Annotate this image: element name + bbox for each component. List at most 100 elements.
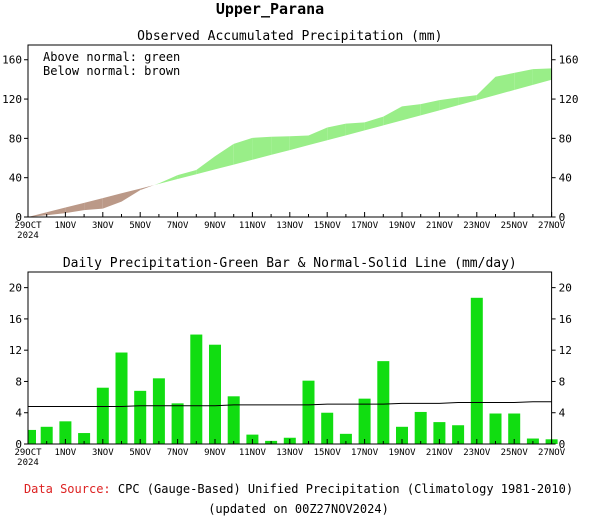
daily-bar <box>115 352 128 444</box>
above-normal-area <box>383 106 402 126</box>
daily-bar <box>358 398 371 444</box>
daily-xtick-label: 15NOV <box>314 448 342 458</box>
above-normal-area <box>402 104 421 121</box>
above-normal-area <box>532 68 552 85</box>
daily-xtick-label: 7NOV <box>167 448 189 458</box>
daily-bar <box>59 421 72 444</box>
above-normal-area <box>271 136 290 155</box>
above-normal-area <box>215 143 234 170</box>
data-source-text: CPC (Gauge-Based) Unified Precipitation … <box>117 482 574 496</box>
accum-chart-title: Observed Accumulated Precipitation (mm) <box>137 29 442 44</box>
daily-xtick-label: 21NOV <box>426 448 454 458</box>
data-source-line: Data Source: CPC (Gauge-Based) Unified P… <box>0 482 597 496</box>
daily-ytick-label-right: 12 <box>559 344 572 357</box>
daily-bar <box>339 433 352 444</box>
daily-xtick-label: 9NOV <box>204 448 226 458</box>
daily-xtick-label: 29OCT <box>14 448 42 458</box>
above-normal-area <box>196 156 215 175</box>
daily-xtick-label: 11NOV <box>239 448 267 458</box>
above-normal-area <box>154 183 159 186</box>
daily-xtick-label: 13NOV <box>276 448 304 458</box>
data-source-label: Data Source: <box>23 482 111 496</box>
daily-bar <box>78 433 91 444</box>
daily-ytick-label-right: 8 <box>559 375 566 388</box>
daily-ytick-label-left: 0 <box>15 438 22 451</box>
accum-ytick-label-left: 40 <box>9 172 22 185</box>
below-normal-area <box>28 212 47 217</box>
accum-xtick-label: 7NOV <box>167 221 189 231</box>
accum-xtick-label: 3NOV <box>92 221 114 231</box>
accum-xtick-label: 17NOV <box>351 221 379 231</box>
accum-xtick-label: 23NOV <box>463 221 491 231</box>
below-normal-area <box>102 193 122 209</box>
daily-bar <box>489 413 502 444</box>
daily-xtick-label: 19NOV <box>388 448 416 458</box>
daily-ytick-label-left: 16 <box>9 313 22 326</box>
daily-bar <box>414 411 427 444</box>
accum-xtick-label: 5NOV <box>129 221 151 231</box>
daily-bar <box>96 387 109 444</box>
daily-bar <box>134 390 147 444</box>
accum-ytick-label-left: 0 <box>15 211 22 224</box>
daily-xtick-label: 27NOV <box>538 448 566 458</box>
accum-xtick-year: 2024 <box>17 231 39 241</box>
accumulated-precipitation-chart: 0 0 40 40 80 80 120 120 160 160 29OCT 1NOV 3NOV 5NOV 7… <box>2 29 578 241</box>
daily-bar <box>452 425 465 444</box>
daily-bar <box>190 334 203 444</box>
daily-bar <box>227 396 240 444</box>
daily-ytick-label-left: 20 <box>9 282 22 295</box>
daily-bar <box>377 361 390 444</box>
accum-ytick-label-right: 0 <box>559 211 566 224</box>
daily-ytick-label-left: 8 <box>15 375 22 388</box>
daily-xtick-label: 17NOV <box>351 448 379 458</box>
daily-bar <box>396 426 408 444</box>
daily-bar <box>152 378 165 444</box>
legend-line: Below normal: brown <box>43 64 180 78</box>
accum-ytick-label-left: 80 <box>9 132 22 145</box>
legend-line: Above normal: green <box>43 50 180 64</box>
daily-bar <box>40 426 53 444</box>
daily-bar <box>28 429 36 444</box>
daily-ytick-label-right: 20 <box>559 282 572 295</box>
daily-bar <box>433 422 446 444</box>
above-normal-area <box>495 72 515 96</box>
accum-xtick-label: 21NOV <box>426 221 454 231</box>
above-normal-area <box>420 100 440 116</box>
above-normal-area <box>158 175 178 184</box>
below-normal-area <box>140 185 155 191</box>
daily-ytick-label-left: 4 <box>15 407 22 420</box>
daily-bar <box>171 403 184 444</box>
accum-ytick-label-right: 160 <box>559 54 579 67</box>
daily-xtick-year: 2024 <box>17 458 39 468</box>
above-normal-area <box>308 127 328 146</box>
accum-xtick-label: 9NOV <box>204 221 226 231</box>
daily-bar <box>302 380 315 444</box>
above-normal-area <box>476 76 496 101</box>
region-title: Upper_Parana <box>216 0 324 18</box>
daily-xtick-label: 1NOV <box>55 448 77 458</box>
above-normal-area <box>364 116 384 131</box>
daily-xtick-label: 23NOV <box>463 448 491 458</box>
accum-xtick-label: 13NOV <box>276 221 304 231</box>
below-normal-area <box>121 188 141 202</box>
below-normal-area <box>65 202 85 214</box>
accum-ytick-label-right: 40 <box>559 172 572 185</box>
accum-xtick-label: 27NOV <box>538 221 566 231</box>
daily-xtick-label: 5NOV <box>129 448 151 458</box>
daily-precipitation-chart: 0 0 4 4 8 8 12 12 16 16 20 20 29OCT 1NOV 3NOV 5NOV 7NOV 9… <box>9 256 572 468</box>
above-normal-area <box>345 122 365 136</box>
accum-ytick-label-left: 160 <box>2 54 22 67</box>
accum-xtick-label: 19NOV <box>388 221 416 231</box>
accum-xtick-label: 25NOV <box>501 221 529 231</box>
accum-ytick-label-left: 120 <box>2 93 22 106</box>
below-normal-area <box>46 207 66 216</box>
above-normal-area <box>289 135 309 151</box>
above-normal-area <box>327 123 346 141</box>
daily-ytick-label-left: 12 <box>9 344 22 357</box>
above-normal-area <box>233 137 253 165</box>
above-normal-area <box>177 170 197 180</box>
above-normal-area <box>514 69 533 91</box>
accum-xtick-label: 1NOV <box>55 221 77 231</box>
normal-line <box>28 401 552 407</box>
